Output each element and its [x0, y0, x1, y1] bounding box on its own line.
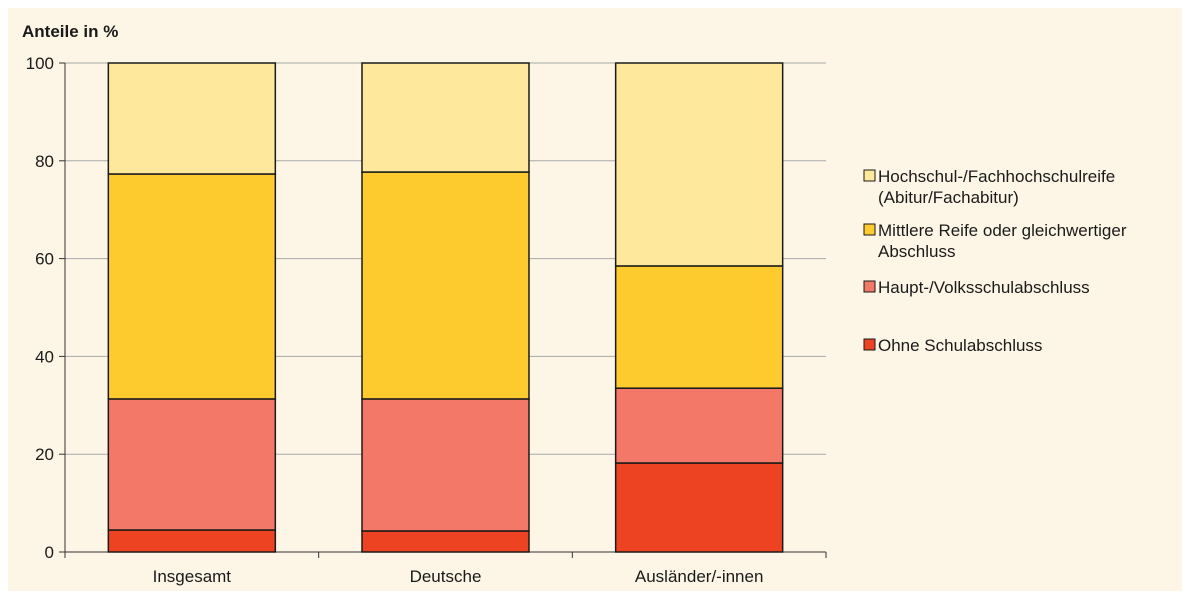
- x-tick-label: Ausländer/-innen: [635, 567, 764, 586]
- y-tick-label: 60: [35, 250, 54, 269]
- legend-swatch: [863, 338, 876, 351]
- chart-container: Anteile in % 0 20 40 60 80 100 Insgesamt Deuts…: [8, 8, 1182, 591]
- y-tick-label: 80: [35, 152, 54, 171]
- bar-segment-1-2: [107, 398, 277, 531]
- legend-label: (Abitur/Fachabitur): [878, 188, 1019, 207]
- bar-segment-3-3: [614, 265, 784, 389]
- bars: [107, 62, 784, 553]
- stacked-bar-chart: Anteile in % 0 20 40 60 80 100 Insgesamt Deuts…: [22, 22, 1127, 586]
- legend-label: Haupt-/Volksschulabschluss: [878, 278, 1090, 297]
- x-tick-labels: Insgesamt Deutsche Ausländer/-innen: [153, 567, 764, 586]
- x-tick-label: Deutsche: [410, 567, 482, 586]
- legend-label: Abschluss: [878, 242, 955, 261]
- legend-label: Hochschul-/Fachhochschulreife: [878, 167, 1115, 186]
- legend-swatch: [863, 223, 876, 236]
- legend-swatch: [863, 169, 876, 182]
- bar-segment-1-1: [107, 529, 277, 553]
- bar-segment-3-2: [614, 387, 784, 464]
- bar-segment-3-4: [614, 62, 784, 267]
- y-tick-label: 0: [45, 543, 54, 562]
- legend-swatch: [863, 280, 876, 293]
- y-tick-label: 100: [26, 54, 54, 73]
- bar-segment-2-2: [361, 398, 530, 532]
- y-tick-label: 20: [35, 445, 54, 464]
- bar-segment-3-1: [614, 462, 784, 553]
- y-tick-labels: 0 20 40 60 80 100: [26, 54, 54, 562]
- legend: Hochschul-/Fachhochschulreife (Abitur/Fac…: [863, 167, 1127, 355]
- x-tick-label: Insgesamt: [153, 567, 232, 586]
- legend-label: Mittlere Reife oder gleichwertiger: [878, 221, 1127, 240]
- bar-segment-2-3: [361, 171, 530, 400]
- y-axis-label: Anteile in %: [22, 22, 118, 41]
- legend-label: Ohne Schulabschluss: [878, 336, 1042, 355]
- bar-segment-1-4: [107, 62, 277, 175]
- bar-segment-2-4: [361, 62, 530, 173]
- bar-segment-1-3: [107, 173, 277, 400]
- bar-segment-2-1: [361, 530, 530, 553]
- y-tick-label: 40: [35, 347, 54, 366]
